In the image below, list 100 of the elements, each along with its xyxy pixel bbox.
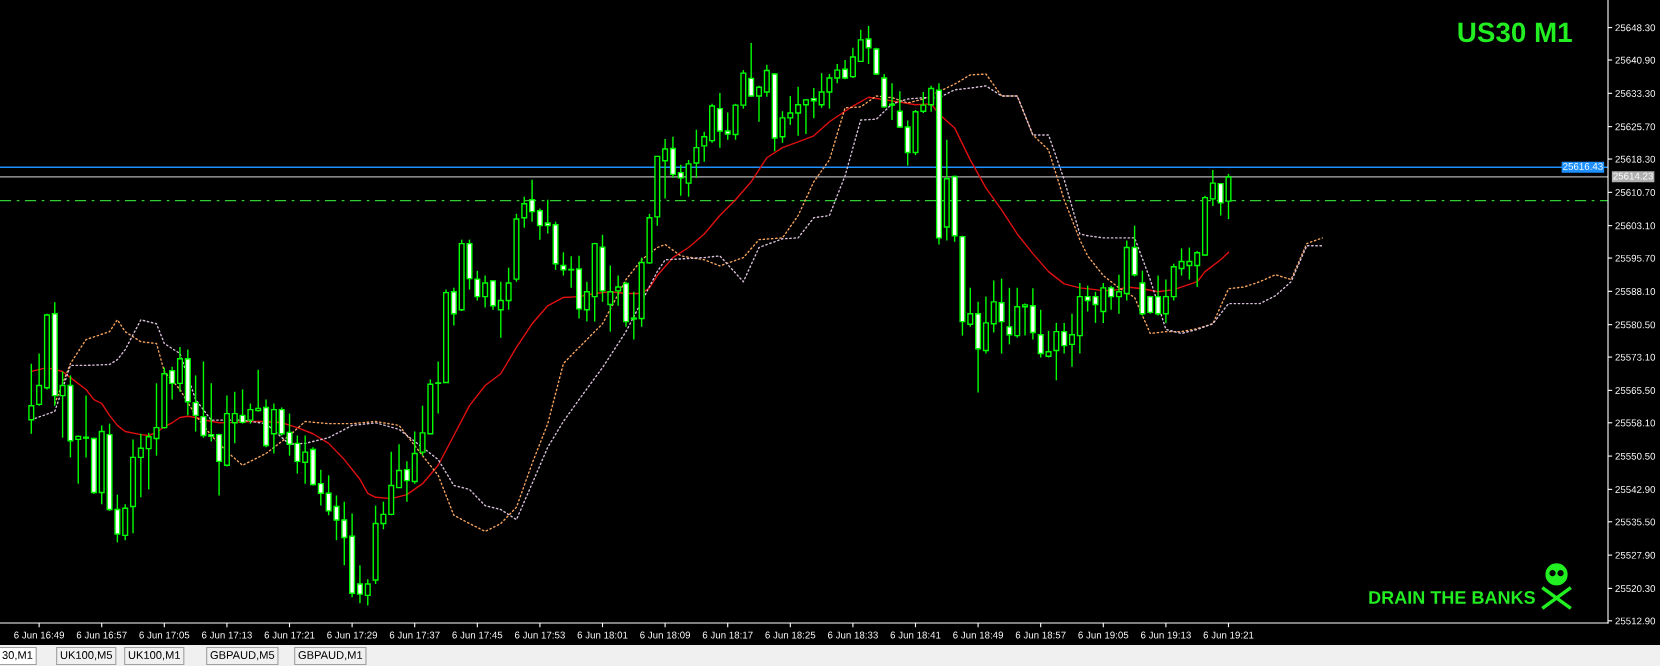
candlestick [317, 468, 324, 507]
candlestick [1162, 278, 1169, 324]
candlestick [396, 443, 403, 489]
candlestick [137, 433, 144, 498]
x-tick-label: 6 Jun 17:29 [327, 631, 378, 639]
candlestick [208, 382, 215, 443]
candlestick [857, 29, 864, 63]
y-tick-label: 25573.10 [1615, 353, 1656, 361]
candlestick [1115, 274, 1122, 315]
candlestick [497, 281, 504, 339]
candlestick [231, 390, 238, 445]
text: US30 M1 [1458, 22, 1572, 43]
candlestick [560, 251, 567, 277]
text: GBPAUD,M1 [298, 651, 363, 661]
candlestick [998, 277, 1005, 355]
y-tick-label: 25558.10 [1615, 419, 1656, 427]
text: UK100,M1 [128, 651, 180, 661]
x-tick-label: 6 Jun 16:57 [76, 631, 127, 639]
candlestick [701, 131, 708, 163]
y-tick-label: 25625.70 [1615, 123, 1656, 131]
candlestick [450, 287, 457, 327]
x-tick-label: 6 Jun 19:21 [1203, 631, 1254, 639]
candlestick [615, 274, 622, 307]
candlestick [802, 98, 809, 135]
candlestick [28, 362, 35, 435]
y-tick-label: 25550.50 [1615, 452, 1656, 460]
y-tick-label: 25565.50 [1615, 387, 1656, 394]
x-tick-label: 6 Jun 19:13 [1140, 631, 1191, 639]
candlestick [200, 360, 207, 439]
candlestick [755, 85, 763, 123]
candlestick [834, 63, 841, 84]
candlestick [364, 578, 371, 607]
x-tick-label: 6 Jun 17:21 [264, 631, 315, 639]
candlestick [356, 564, 363, 604]
y-tick-label: 25542.90 [1615, 486, 1656, 493]
candlestick [435, 360, 442, 415]
y-tick-label: 25512.90 [1615, 617, 1656, 625]
y-tick-label: 25527.90 [1615, 551, 1656, 559]
text: 30,M1 [2, 651, 33, 661]
y-tick-label: 25603.10 [1615, 222, 1656, 230]
candlestick [83, 394, 90, 459]
candlestick [810, 87, 817, 119]
candlestick [990, 279, 997, 334]
candlestick [169, 366, 176, 401]
candlestick [192, 374, 199, 433]
candlestick [1006, 287, 1013, 346]
x-tick-label: 6 Jun 19:05 [1078, 631, 1129, 639]
x-tick-label: 6 Jun 16:49 [14, 631, 65, 639]
candlestick [505, 266, 512, 311]
candlestick [1108, 284, 1115, 311]
candlestick [896, 90, 903, 129]
candlestick [1022, 302, 1029, 337]
y-tick-label: 25640.90 [1615, 56, 1656, 64]
candlestick [302, 434, 309, 485]
candlestick [763, 64, 770, 98]
y-tick-label: 25535.50 [1615, 518, 1656, 526]
x-tick-label: 6 Jun 18:33 [827, 631, 878, 639]
candlestick [795, 86, 802, 137]
candlestick [1155, 274, 1162, 317]
candlestick [849, 47, 856, 79]
candlestick [544, 199, 551, 235]
candlestick [630, 291, 637, 341]
x-tick-label: 6 Jun 18:57 [1015, 631, 1066, 639]
y-tick-label: 25588.10 [1615, 288, 1656, 295]
candlestick [75, 434, 82, 485]
x-tick-label: 6 Jun 17:45 [452, 631, 503, 639]
candlestick [1061, 322, 1068, 355]
candlestick [36, 352, 43, 407]
candlestick [1068, 312, 1076, 368]
y-tick-label: 25520.30 [1615, 585, 1656, 593]
x-tick-label: 6 Jun 17:13 [202, 631, 252, 639]
x-tick-label: 6 Jun 18:17 [702, 631, 753, 639]
text: UK100,M5 [60, 651, 113, 661]
x-tick-label: 6 Jun 18:01 [577, 631, 628, 639]
x-tick-label: 6 Jun 17:05 [139, 631, 190, 639]
candlestick [888, 82, 896, 121]
x-tick-label: 6 Jun 18:25 [765, 631, 816, 639]
x-tick-label: 6 Jun 18:41 [890, 631, 941, 639]
ref-line-label: 25614.23 [1613, 172, 1653, 180]
candlestick [748, 42, 755, 98]
candlestick [1194, 250, 1201, 288]
y-tick-label: 25580.50 [1615, 321, 1656, 329]
x-tick-label: 6 Jun 17:53 [515, 631, 565, 639]
candlestick [662, 138, 669, 200]
x-tick-label: 6 Jun 18:49 [953, 631, 1004, 639]
candlestick [1053, 322, 1060, 381]
annotation: DRAIN THE BANKS [1369, 591, 1535, 604]
candlestick [677, 164, 684, 197]
y-tick-label: 25595.70 [1615, 254, 1656, 262]
candlestick [482, 274, 489, 309]
candlestick [536, 207, 543, 241]
candlestick [583, 281, 590, 323]
x-tick-label: 6 Jun 18:09 [640, 631, 691, 639]
ref-line-label: 25616.43 [1563, 162, 1603, 170]
y-tick-label: 25618.30 [1615, 155, 1656, 163]
candlestick [928, 85, 935, 113]
x-tick-label: 6 Jun 17:37 [389, 631, 440, 639]
candlestick [529, 178, 536, 223]
candlestick [255, 369, 262, 413]
candlestick [716, 92, 723, 149]
